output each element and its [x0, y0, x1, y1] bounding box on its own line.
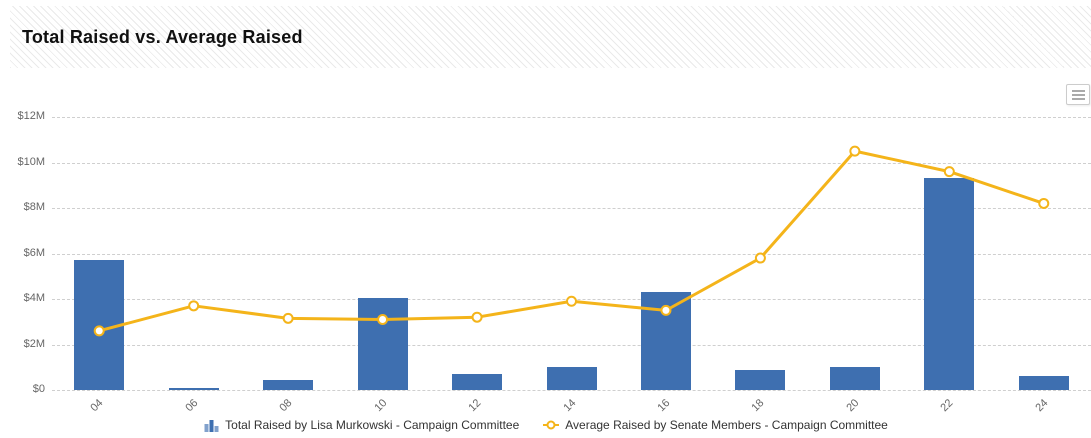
legend: Total Raised by Lisa Murkowski - Campaig…	[0, 414, 1091, 436]
line-series-average-raised	[93, 145, 1050, 337]
line-marker[interactable]	[566, 295, 577, 307]
column-series-icon	[204, 420, 219, 432]
chart-header: Total Raised vs. Average Raised	[10, 6, 1091, 68]
line-marker[interactable]	[471, 311, 483, 323]
plot-area	[52, 117, 1091, 391]
gridline	[52, 390, 1091, 391]
line-marker[interactable]	[660, 304, 672, 316]
line-marker[interactable]	[188, 300, 200, 312]
y-axis-label: $8M	[23, 201, 45, 213]
line-marker[interactable]	[849, 145, 861, 157]
line-marker[interactable]	[754, 252, 766, 264]
gridline	[52, 253, 1091, 255]
y-axis-label: $2M	[23, 337, 45, 350]
bar-total-raised[interactable]	[829, 367, 880, 390]
legend-label: Average Raised by Senate Members - Campa…	[565, 418, 888, 432]
legend-item-total-raised[interactable]: Total Raised by Lisa Murkowski - Campaig…	[203, 418, 519, 432]
bar-total-raised[interactable]	[1018, 376, 1069, 390]
bar-total-raised[interactable]	[546, 367, 597, 390]
line-marker[interactable]	[93, 325, 105, 337]
line-marker[interactable]	[943, 166, 955, 178]
line-series-icon	[543, 420, 560, 430]
gridline	[52, 344, 1091, 346]
gridline	[52, 208, 1091, 209]
legend-item-average-raised[interactable]: Average Raised by Senate Members - Campa…	[543, 418, 888, 432]
chart-area: Total Raised by Lisa Murkowski - Campaig…	[0, 70, 1091, 438]
y-axis-label: $6M	[23, 246, 45, 259]
bar-total-raised[interactable]	[168, 387, 219, 390]
y-axis-label: $0	[32, 383, 45, 395]
gridline	[52, 162, 1091, 164]
bar-total-raised[interactable]	[735, 369, 786, 390]
gridline	[52, 117, 1091, 118]
chart-context-menu-button[interactable]	[1066, 84, 1090, 105]
bar-total-raised[interactable]	[924, 178, 975, 390]
chart-title: Total Raised vs. Average Raised	[22, 26, 303, 47]
bar-total-raised[interactable]	[452, 374, 503, 390]
bar-total-raised[interactable]	[357, 297, 408, 390]
y-axis-label: $10M	[17, 155, 45, 168]
hamburger-menu-icon	[1071, 89, 1085, 92]
bar-total-raised[interactable]	[263, 379, 314, 390]
y-axis-label: $4M	[23, 292, 45, 304]
line-marker[interactable]	[1038, 197, 1050, 209]
legend-label: Total Raised by Lisa Murkowski - Campaig…	[225, 418, 520, 432]
line-marker[interactable]	[377, 313, 389, 325]
line-marker[interactable]	[282, 312, 294, 324]
y-axis-label: $12M	[17, 110, 45, 122]
